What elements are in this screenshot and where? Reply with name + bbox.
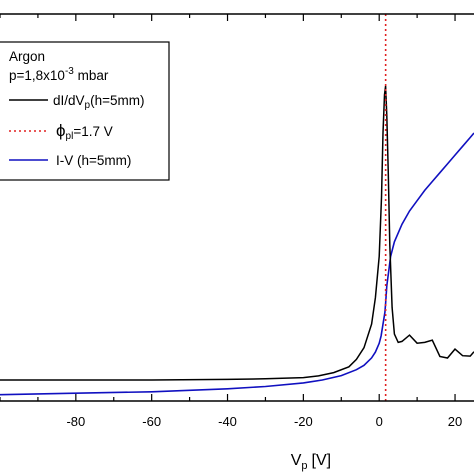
axes: -80 -60 -40 -20 0 20 <box>0 13 474 429</box>
x-tick-label--60: -60 <box>142 414 161 429</box>
legend-didv-sub: p <box>85 100 91 111</box>
legend-pressure-prefix: p=1,8x10 <box>9 68 65 83</box>
legend-label-didv: dI/dVp(h=5mm) <box>53 93 144 111</box>
legend-didv-suffix: (h=5mm) <box>90 93 144 108</box>
x-tick-label--20: -20 <box>294 414 313 429</box>
legend-pressure: p=1,8x10-3 mbar <box>9 66 109 83</box>
x-tick-label-20: 20 <box>448 414 462 429</box>
legend-label-iv: I-V (h=5mm) <box>56 153 131 168</box>
series-iv-line <box>0 132 474 396</box>
legend: Argon p=1,8x10-3 mbar dI/dVp(h=5mm) ϕpl=… <box>0 41 170 181</box>
x-tick-label-0: 0 <box>376 414 383 429</box>
x-axis-title-unit: [V] <box>312 452 332 469</box>
x-tick-label--80: -80 <box>66 414 85 429</box>
x-axis-title-main: V <box>291 452 302 469</box>
legend-phi-main: ϕ <box>56 121 66 140</box>
legend-phi-sub: pl <box>66 131 74 142</box>
legend-title: Argon <box>9 49 45 64</box>
legend-label-phi: ϕpl=1.7 V <box>56 121 113 142</box>
x-axis-title-sub: p <box>301 460 307 472</box>
legend-pressure-exponent: -3 <box>65 66 74 77</box>
legend-didv-main: dI/dV <box>53 93 85 108</box>
legend-box <box>0 41 170 181</box>
x-tick-label--40: -40 <box>218 414 237 429</box>
x-ticks: -80 -60 -40 -20 0 20 <box>0 14 462 429</box>
legend-phi-suffix: =1.7 V <box>73 124 112 139</box>
plot-lines <box>0 14 474 401</box>
legend-pressure-suffix: mbar <box>74 68 109 83</box>
x-axis-title: Vp [V] <box>291 452 331 472</box>
